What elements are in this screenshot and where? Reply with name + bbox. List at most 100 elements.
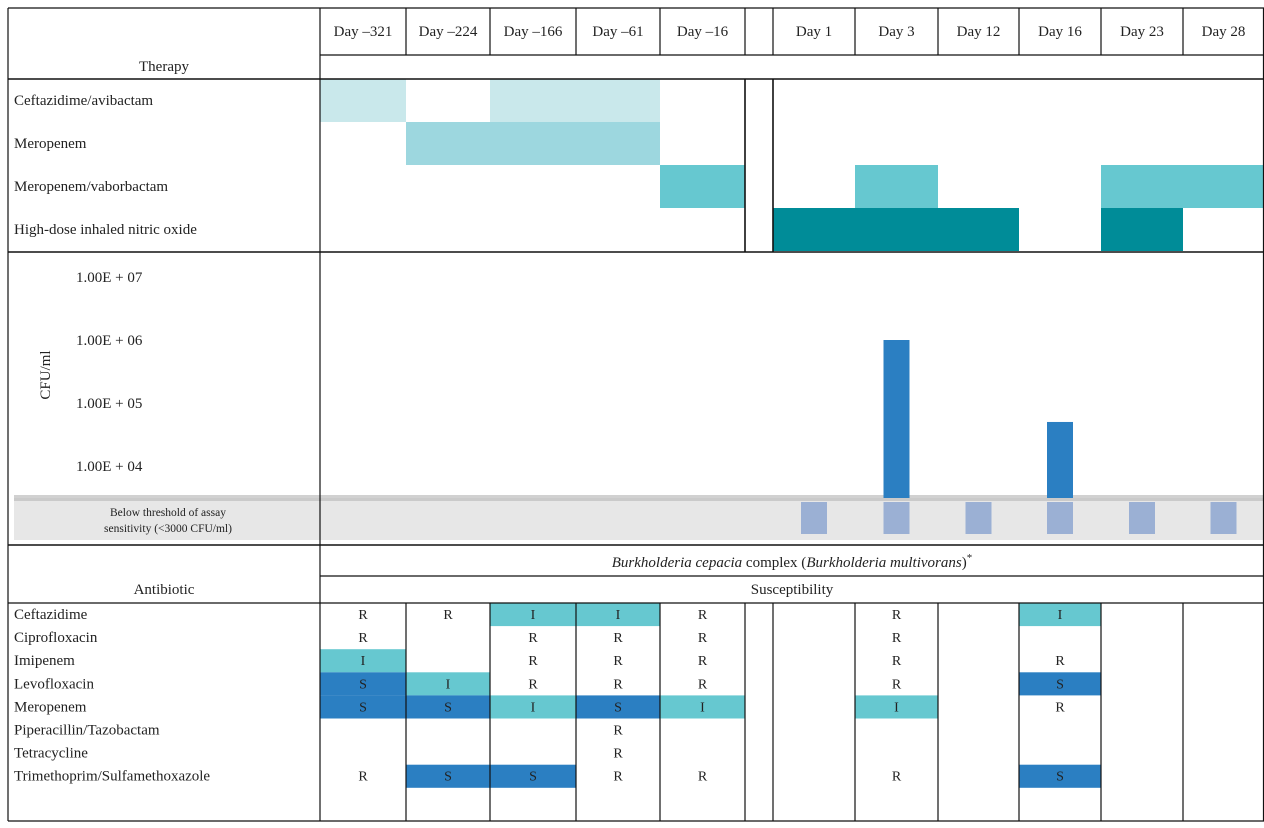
threshold-line (14, 495, 1264, 501)
susceptibility-value: R (528, 654, 538, 669)
therapy-label: Ceftazidime/avibactam (14, 93, 153, 109)
organism-footnote-mark: * (967, 552, 973, 564)
susceptibility-value: R (892, 631, 902, 646)
susceptibility-value: S (529, 770, 537, 785)
susceptibility-value: R (1055, 654, 1065, 669)
susceptibility-value: R (698, 608, 708, 623)
susceptibility-cell (320, 672, 406, 696)
therapy-bar (855, 208, 938, 251)
susceptibility-value: I (446, 677, 451, 692)
susceptibility-cell (576, 695, 660, 719)
susceptibility-value: R (613, 770, 623, 785)
susceptibility-value: S (614, 700, 622, 715)
susceptibility-value: R (528, 631, 538, 646)
organism-part: complex ( (742, 555, 806, 571)
susceptibility-value: R (358, 631, 368, 646)
below-threshold-bar (1210, 502, 1237, 534)
susceptibility-value: R (698, 677, 708, 692)
therapy-header: Therapy (139, 59, 189, 75)
data-bar (1047, 421, 1073, 498)
susceptibility-value: I (531, 608, 536, 623)
antibiotic-label: Meropenem (14, 699, 87, 715)
y-axis-label: CFU/ml (38, 350, 54, 399)
therapy-bar (773, 208, 855, 251)
susceptibility-cell (406, 672, 490, 696)
susceptibility-cell (320, 649, 406, 673)
therapy-bar (1183, 165, 1264, 208)
day-header: Day 23 (1120, 24, 1164, 40)
day-header: Day –224 (419, 24, 478, 40)
susceptibility-value: S (359, 700, 367, 715)
threshold-label: Below threshold of assay (110, 507, 226, 519)
susceptibility-cell (1019, 603, 1101, 627)
y-tick-label: 1.00E + 07 (76, 270, 143, 286)
susceptibility-value: R (698, 631, 708, 646)
antibiotic-label: Imipenem (14, 653, 75, 669)
antibiotic-label: Tetracycline (14, 746, 88, 762)
susceptibility-cell (1019, 764, 1101, 788)
susceptibility-value: R (443, 608, 453, 623)
day-header: Day 1 (796, 24, 832, 40)
susceptibility-cell (490, 764, 576, 788)
susceptibility-value: R (358, 770, 368, 785)
susceptibility-header: Susceptibility (751, 582, 834, 598)
susceptibility-value: R (613, 677, 623, 692)
therapy-label: High-dose inhaled nitric oxide (14, 222, 197, 238)
susceptibility-value: I (616, 608, 621, 623)
susceptibility-value: R (358, 608, 368, 623)
organism-part: Burkholderia multivorans (806, 555, 962, 571)
day-header: Day –166 (504, 24, 563, 40)
day-header: Day –321 (334, 24, 393, 40)
therapy-bar (576, 122, 660, 165)
therapy-bar (855, 165, 938, 208)
organism-part: Burkholderia cepacia (612, 555, 742, 571)
organism-title: Burkholderia cepacia complex (Burkholder… (612, 552, 972, 571)
therapy-label: Meropenem (14, 136, 87, 152)
antibiotic-label: Ceftazidime (14, 607, 88, 623)
susceptibility-cell (855, 695, 938, 719)
day-header: Day 28 (1202, 24, 1246, 40)
therapy-bar (320, 79, 406, 122)
susceptibility-value: R (613, 747, 623, 762)
therapy-bar (660, 165, 745, 208)
susceptibility-value: S (444, 700, 452, 715)
susceptibility-value: I (894, 700, 899, 715)
antibiotic-label: Ciprofloxacin (14, 630, 98, 646)
susceptibility-cell (406, 695, 490, 719)
therapy-bar (490, 79, 576, 122)
below-threshold-bar (1047, 502, 1073, 534)
susceptibility-value: I (700, 700, 705, 715)
below-threshold-bar (883, 502, 910, 534)
susceptibility-value: S (359, 677, 367, 692)
susceptibility-value: R (613, 724, 623, 739)
day-header: Day 16 (1038, 24, 1082, 40)
susceptibility-value: R (698, 654, 708, 669)
susceptibility-value: R (698, 770, 708, 785)
therapy-bar (490, 122, 576, 165)
therapy-bar (406, 122, 490, 165)
below-threshold-bar (801, 502, 827, 534)
below-threshold-bar (1129, 502, 1155, 534)
susceptibility-value: S (444, 770, 452, 785)
susceptibility-value: S (1056, 677, 1064, 692)
data-bar (883, 340, 910, 498)
susceptibility-value: I (1058, 608, 1063, 623)
day-header: Day –16 (677, 24, 729, 40)
therapy-bar (1101, 208, 1183, 251)
therapy-bar (938, 208, 1019, 251)
susceptibility-cell (490, 695, 576, 719)
susceptibility-value: R (892, 770, 902, 785)
susceptibility-cell (660, 695, 745, 719)
susceptibility-cell (490, 603, 576, 627)
susceptibility-value: R (613, 631, 623, 646)
day-header: Day –61 (592, 24, 643, 40)
susceptibility-cell (576, 603, 660, 627)
susceptibility-cell (320, 695, 406, 719)
antibiotic-label: Levofloxacin (14, 676, 94, 692)
susceptibility-value: R (892, 654, 902, 669)
susceptibility-cell (1019, 672, 1101, 696)
susceptibility-value: R (613, 654, 623, 669)
susceptibility-value: R (892, 608, 902, 623)
susceptibility-cell (406, 764, 490, 788)
susceptibility-value: R (1055, 700, 1065, 715)
